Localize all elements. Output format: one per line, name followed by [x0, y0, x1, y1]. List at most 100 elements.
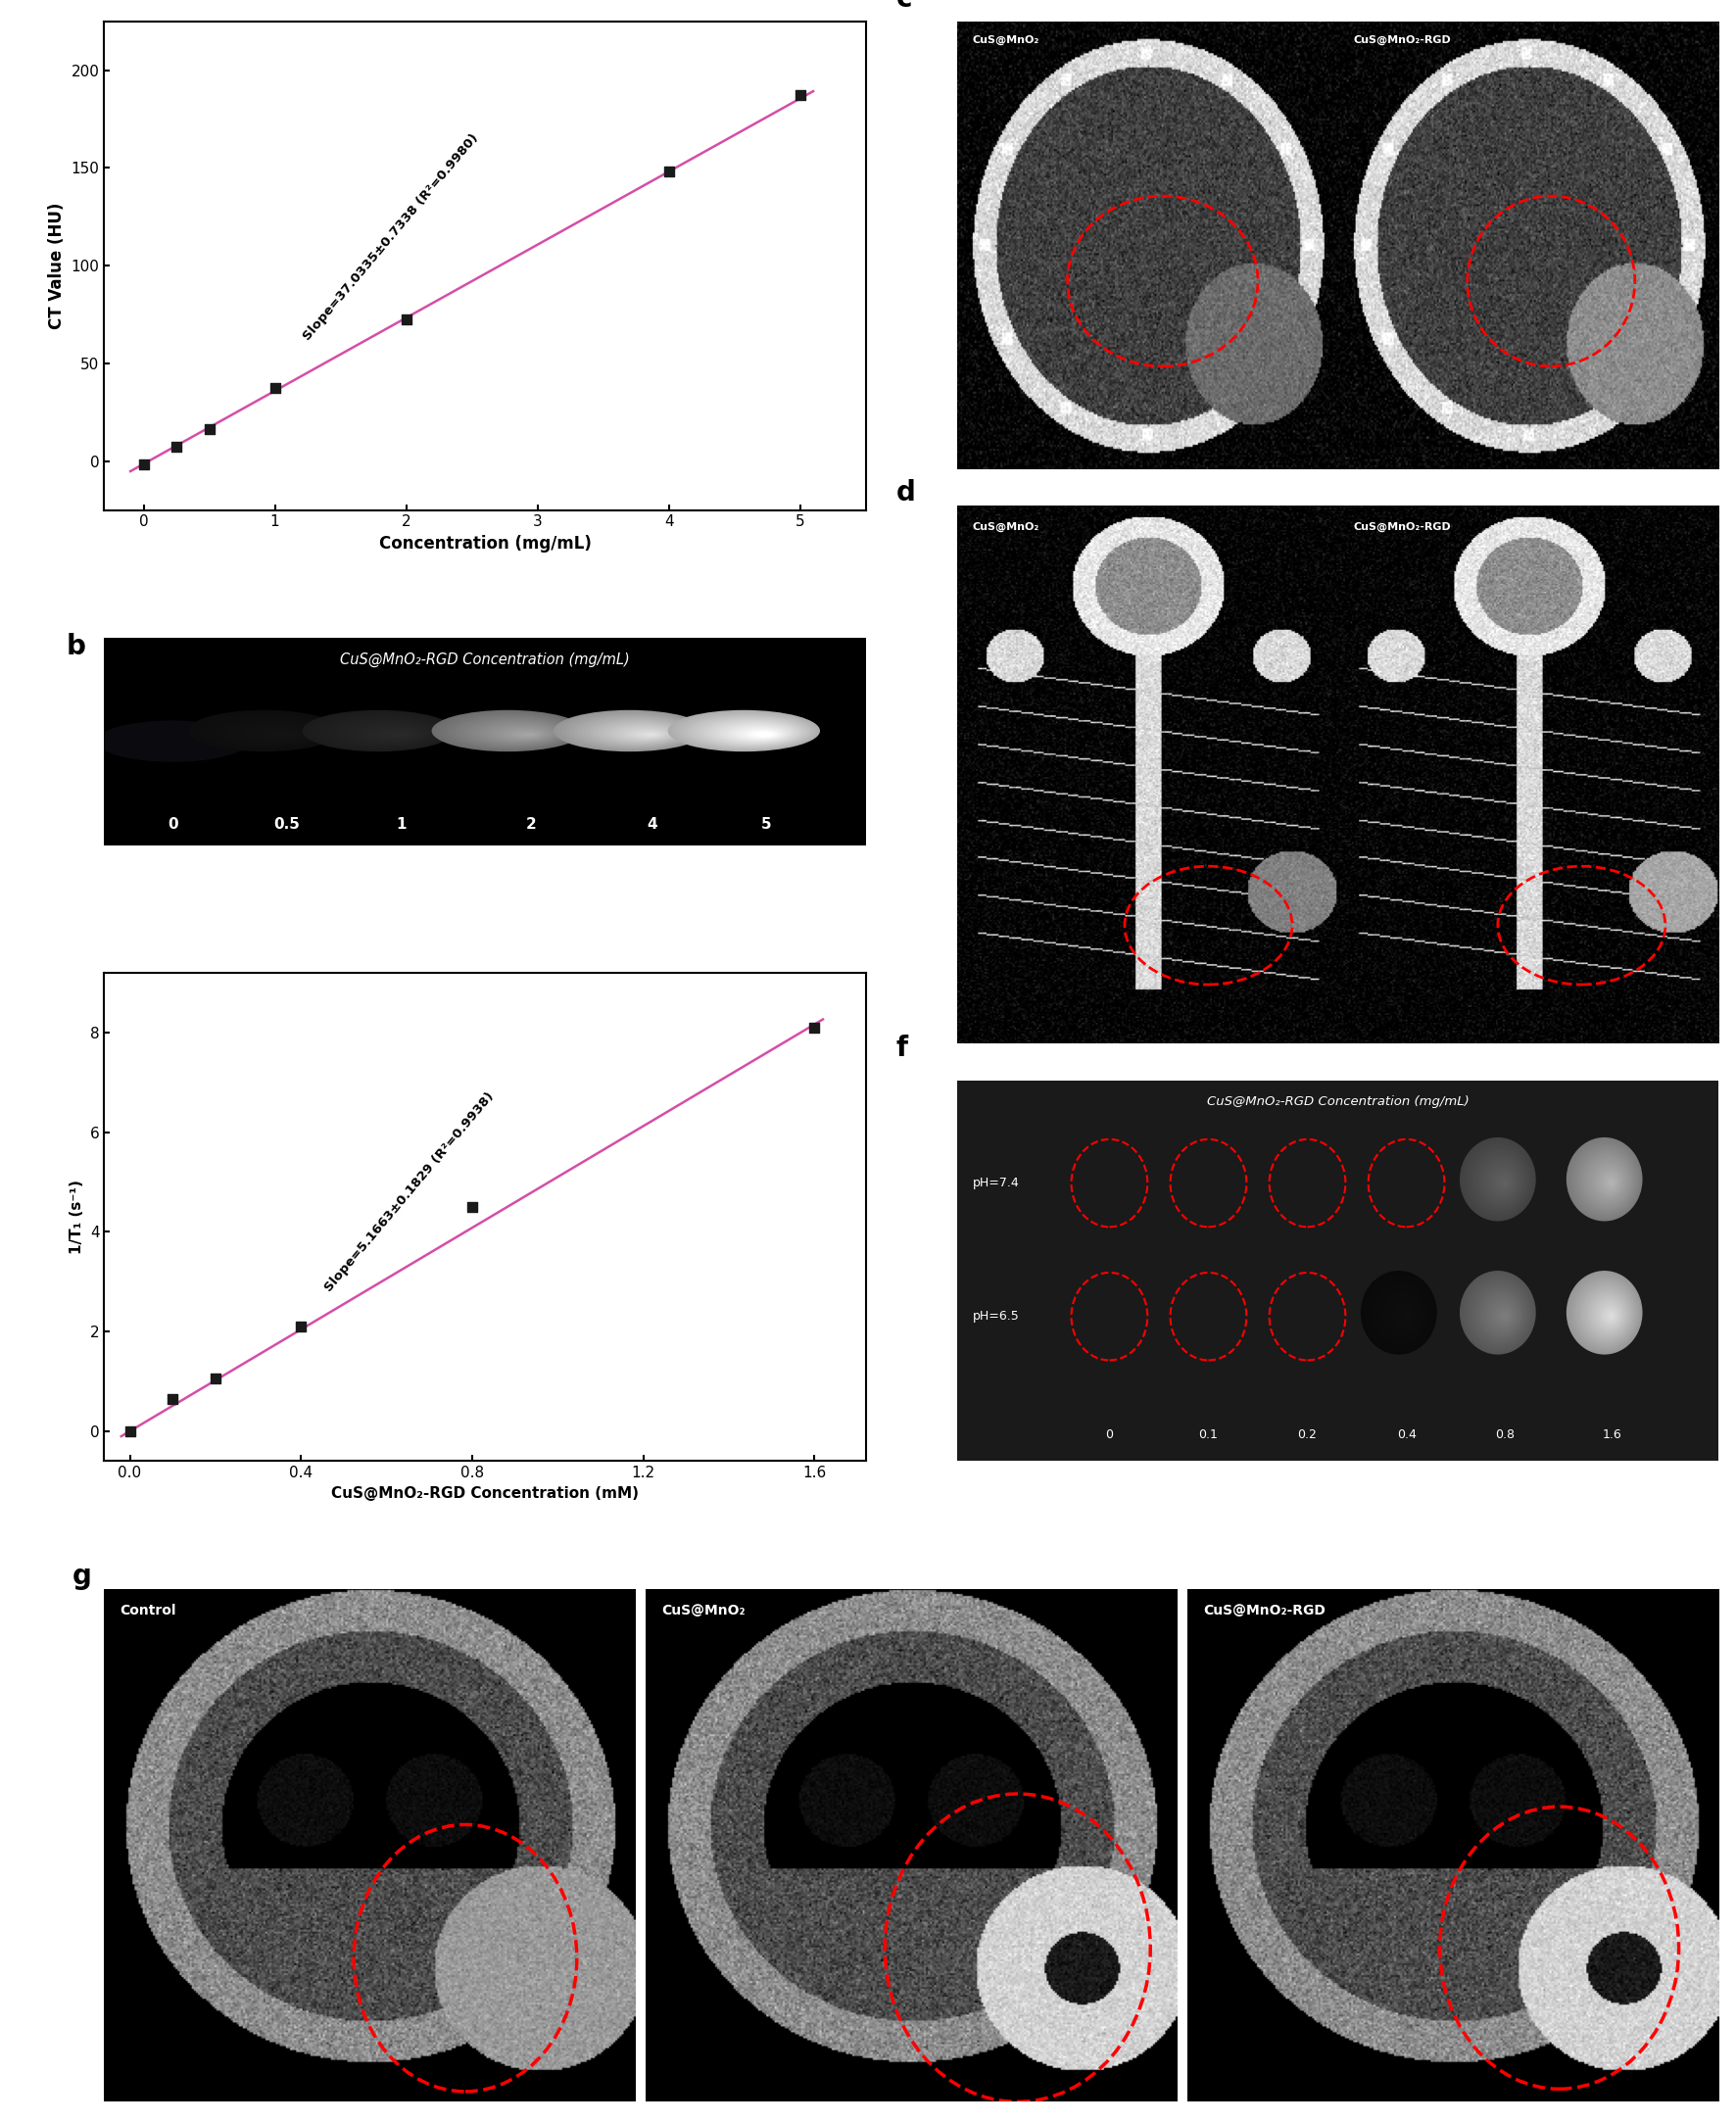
Circle shape	[597, 722, 682, 745]
Ellipse shape	[1602, 1308, 1618, 1325]
Ellipse shape	[1391, 1301, 1417, 1329]
Ellipse shape	[1571, 1276, 1639, 1350]
Ellipse shape	[1469, 1280, 1529, 1346]
Ellipse shape	[1495, 1172, 1514, 1193]
X-axis label: CuS@MnO₂-RGD Concentration (mM): CuS@MnO₂-RGD Concentration (mM)	[332, 1486, 639, 1501]
Circle shape	[279, 732, 292, 737]
Ellipse shape	[1595, 1301, 1623, 1329]
Circle shape	[467, 720, 564, 745]
Circle shape	[684, 713, 811, 749]
Ellipse shape	[1397, 1308, 1413, 1325]
Circle shape	[373, 728, 417, 739]
Ellipse shape	[1361, 1272, 1437, 1354]
Circle shape	[687, 715, 809, 747]
Ellipse shape	[1602, 1174, 1618, 1191]
Circle shape	[495, 726, 550, 741]
Ellipse shape	[1467, 1278, 1531, 1348]
Circle shape	[740, 728, 781, 739]
Circle shape	[314, 713, 448, 749]
Ellipse shape	[1403, 1312, 1410, 1321]
Circle shape	[236, 722, 314, 743]
Ellipse shape	[1368, 1278, 1432, 1348]
Circle shape	[483, 724, 556, 743]
Ellipse shape	[1498, 1176, 1510, 1189]
Circle shape	[731, 726, 786, 741]
Ellipse shape	[1462, 1140, 1535, 1219]
Circle shape	[743, 728, 779, 739]
Ellipse shape	[1585, 1289, 1630, 1340]
Circle shape	[715, 722, 795, 743]
Point	[163, 429, 191, 463]
Circle shape	[585, 718, 689, 747]
Point	[158, 1382, 186, 1416]
Circle shape	[267, 730, 297, 739]
Circle shape	[523, 732, 535, 737]
Text: 4: 4	[648, 817, 658, 832]
Circle shape	[231, 722, 316, 745]
Ellipse shape	[1481, 1291, 1522, 1337]
Text: CuS@MnO₂-RGD Concentration (mg/mL): CuS@MnO₂-RGD Concentration (mg/mL)	[340, 652, 630, 667]
Ellipse shape	[1488, 1297, 1517, 1331]
Ellipse shape	[1489, 1301, 1516, 1329]
Circle shape	[339, 720, 436, 745]
Circle shape	[632, 730, 663, 739]
Ellipse shape	[1363, 1274, 1436, 1352]
Circle shape	[259, 728, 302, 739]
Circle shape	[594, 720, 684, 745]
Ellipse shape	[1503, 1180, 1507, 1185]
Ellipse shape	[1606, 1310, 1616, 1323]
Text: Slope=37.0335±0.7338 (R²=0.9980): Slope=37.0335±0.7338 (R²=0.9980)	[300, 132, 481, 342]
Text: pH=7.4: pH=7.4	[972, 1176, 1019, 1189]
Circle shape	[200, 713, 333, 749]
Circle shape	[451, 715, 573, 747]
Circle shape	[326, 715, 441, 747]
Circle shape	[97, 720, 248, 762]
Circle shape	[271, 730, 295, 737]
Circle shape	[240, 724, 312, 743]
Circle shape	[187, 709, 340, 752]
Ellipse shape	[1496, 1174, 1512, 1191]
X-axis label: Concentration (mg/mL): Concentration (mg/mL)	[378, 535, 592, 552]
Ellipse shape	[1399, 1310, 1411, 1323]
Text: pH=6.5: pH=6.5	[972, 1310, 1019, 1323]
Circle shape	[212, 715, 328, 747]
Circle shape	[746, 730, 778, 739]
Circle shape	[691, 715, 807, 747]
Text: c: c	[896, 0, 913, 13]
Ellipse shape	[1462, 1274, 1535, 1352]
Circle shape	[243, 724, 311, 743]
Circle shape	[306, 711, 453, 752]
Ellipse shape	[1587, 1291, 1628, 1337]
Ellipse shape	[1470, 1149, 1528, 1212]
Point	[786, 79, 814, 113]
Circle shape	[385, 730, 410, 737]
Circle shape	[566, 713, 700, 749]
Circle shape	[333, 718, 437, 747]
Ellipse shape	[1389, 1297, 1418, 1331]
Text: CuS@MnO₂-RGD: CuS@MnO₂-RGD	[1352, 522, 1451, 533]
Ellipse shape	[1576, 1280, 1637, 1346]
Ellipse shape	[1569, 1140, 1641, 1219]
Text: 1: 1	[396, 817, 406, 832]
Circle shape	[203, 713, 332, 749]
Point	[201, 1363, 229, 1397]
Point	[800, 1011, 828, 1045]
Point	[196, 412, 224, 446]
Circle shape	[311, 711, 450, 749]
Circle shape	[589, 720, 687, 745]
Text: CuS@MnO₂-RGD: CuS@MnO₂-RGD	[1203, 1605, 1326, 1618]
Circle shape	[366, 726, 420, 741]
Text: 1.6: 1.6	[1602, 1429, 1621, 1442]
Circle shape	[479, 722, 559, 743]
Ellipse shape	[1483, 1161, 1521, 1202]
Ellipse shape	[1581, 1153, 1632, 1208]
Text: 2: 2	[526, 817, 536, 832]
Circle shape	[208, 715, 330, 747]
Ellipse shape	[1594, 1297, 1625, 1331]
Circle shape	[561, 711, 701, 749]
Ellipse shape	[1370, 1280, 1430, 1346]
Ellipse shape	[1491, 1304, 1514, 1327]
Circle shape	[224, 720, 321, 745]
Text: 5: 5	[762, 817, 773, 832]
Point	[458, 1189, 486, 1223]
